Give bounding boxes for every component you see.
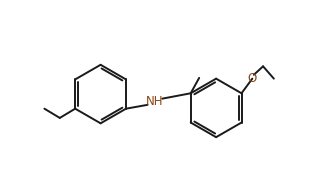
Text: NH: NH (146, 95, 163, 108)
Text: O: O (248, 72, 257, 85)
